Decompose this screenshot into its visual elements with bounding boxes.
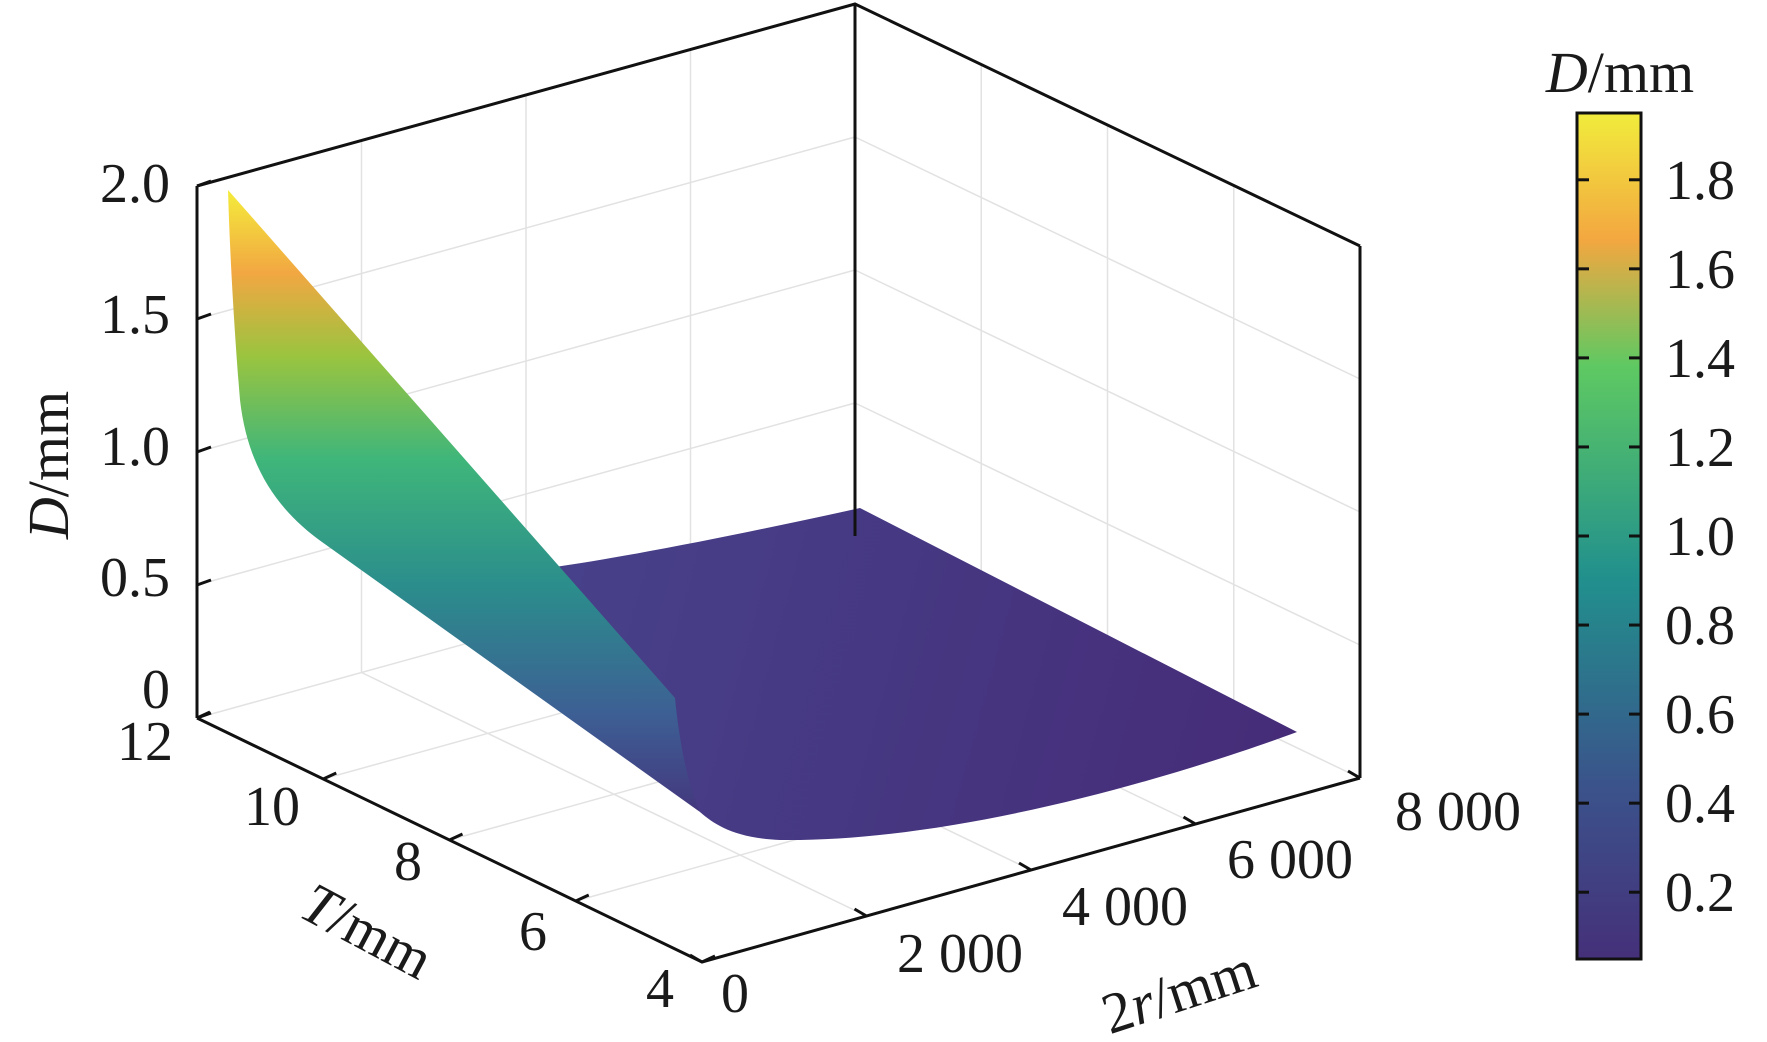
y-tick-mark	[448, 832, 464, 842]
colorbar-tick-label: 1.6	[1665, 239, 1735, 301]
x-tick-mark	[1018, 861, 1032, 872]
colorbar: D/mm 0.2 0.4 0.6 0.8 1.0 1.2 1.4 1.6 1.8	[1545, 40, 1735, 961]
z-tick-labels: 0 0.5 1.0 1.5 2.0	[100, 153, 170, 721]
z-tick-label: 1.5	[100, 284, 170, 346]
z-tick-mark	[196, 312, 212, 321]
x-tick-labels: 0 2 000 4 000 6 000 8 000	[721, 781, 1521, 1025]
colorbar-tick-label: 1.0	[1665, 506, 1735, 568]
y-tick-label: 12	[117, 711, 173, 773]
x-tick-mark	[689, 953, 703, 964]
colorbar-title: D/mm	[1545, 40, 1694, 105]
z-axis-label: D/mm	[16, 391, 81, 540]
z-tick-label: 0.5	[100, 547, 170, 609]
z-tick-label: 0	[142, 659, 170, 721]
x-tick-label: 8 000	[1395, 781, 1521, 843]
x-tick-label: 4 000	[1062, 876, 1188, 938]
colorbar-ticks	[1577, 178, 1641, 894]
x-tick-label: 2 000	[897, 923, 1023, 985]
surface-wall	[228, 190, 700, 812]
box-top-back-edge	[196, 2, 1361, 248]
y-tick-label: 6	[519, 901, 547, 963]
y-tick-mark	[322, 771, 337, 781]
colorbar-tick-labels: 0.2 0.4 0.6 0.8 1.0 1.2 1.4 1.6 1.8	[1665, 150, 1735, 924]
y-tick-mark	[701, 954, 716, 964]
z-tick-mark	[196, 179, 212, 188]
y-tick-label: 4	[646, 958, 674, 1020]
x-tick-label: 6 000	[1227, 829, 1353, 891]
y-tick-mark	[575, 893, 590, 903]
x-tick-mark	[853, 907, 868, 918]
colorbar-tick-label: 0.8	[1665, 595, 1735, 657]
colorbar-tick-label: 1.8	[1665, 150, 1735, 212]
colorbar-tick-label: 0.6	[1665, 684, 1735, 746]
colorbar-tick-label: 1.4	[1665, 328, 1735, 390]
y-tick-label: 8	[394, 831, 422, 893]
z-tick-label: 2.0	[100, 153, 170, 215]
colorbar-tick-label: 1.2	[1665, 417, 1735, 479]
x-tick-label: 0	[721, 963, 749, 1025]
x-tick-mark	[1347, 769, 1361, 780]
colorbar-tick-label: 0.4	[1665, 773, 1735, 835]
tick-marks	[196, 179, 1361, 964]
x-axis-label: 2r/mm	[1094, 936, 1264, 1042]
surface-plot	[228, 190, 1297, 841]
surface-floor	[548, 508, 1297, 841]
x-tick-mark	[1182, 815, 1197, 826]
y-tick-labels: 4 6 8 10 12	[117, 711, 674, 1020]
y-tick-mark	[196, 710, 211, 720]
colorbar-tick-label: 0.2	[1665, 862, 1735, 924]
z-tick-mark	[196, 445, 212, 454]
y-tick-label: 10	[244, 776, 300, 838]
z-tick-mark	[196, 578, 212, 587]
z-tick-label: 1.0	[100, 416, 170, 478]
